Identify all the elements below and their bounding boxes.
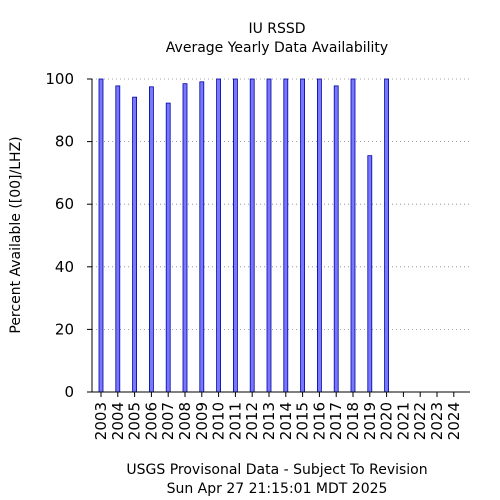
y-tick-label: 100 <box>45 70 74 88</box>
bar-2005 <box>132 96 138 393</box>
x-tick-label: 2023 <box>428 402 446 440</box>
bar-2014 <box>283 78 289 393</box>
x-tick-label: 2010 <box>210 402 228 440</box>
x-tick-label: 2024 <box>445 402 463 440</box>
x-tick-label: 2007 <box>159 402 177 440</box>
bar-2017 <box>333 85 339 393</box>
x-tick-label: 2013 <box>260 402 278 440</box>
y-tick-label: 80 <box>55 133 74 151</box>
chart-subtitle: Average Yearly Data Availability <box>166 40 388 56</box>
footer-line-2: Sun Apr 27 21:15:01 MDT 2025 <box>167 481 388 497</box>
y-tick-label: 20 <box>55 320 74 338</box>
x-tick-label: 2004 <box>109 402 127 440</box>
y-axis-label: Percent Available ([00]/LHZ) <box>8 136 24 333</box>
x-tick-label: 2009 <box>193 402 211 440</box>
bar-2008 <box>182 83 188 393</box>
bar-2011 <box>232 78 238 393</box>
y-tick-label: 0 <box>64 383 74 401</box>
bars <box>98 78 390 393</box>
plot-area <box>92 79 470 392</box>
bar-2020 <box>384 78 390 393</box>
x-tick-label: 2017 <box>327 402 345 440</box>
bar-2007 <box>165 102 171 393</box>
bar-2009 <box>199 81 205 393</box>
y-tick-label: 60 <box>55 195 74 213</box>
y-tick-label: 40 <box>55 258 74 276</box>
x-tick-label: 2019 <box>361 402 379 440</box>
x-tick-label: 2014 <box>277 402 295 440</box>
x-tick-label: 2016 <box>310 402 328 440</box>
x-tick-label: 2012 <box>243 402 261 440</box>
bar-2013 <box>266 78 272 393</box>
y-ticks: 0 20 40 60 80 100 <box>45 70 92 401</box>
bar-2010 <box>216 78 222 393</box>
bar-2019 <box>367 155 373 393</box>
x-tick-label: 2008 <box>176 402 194 440</box>
bar-2015 <box>300 78 306 393</box>
bar-2016 <box>316 78 322 393</box>
bar-2012 <box>249 78 255 393</box>
x-tick-label: 2021 <box>394 402 412 440</box>
bar-2004 <box>115 85 121 393</box>
chart-title: IU RSSD <box>248 21 305 37</box>
bar-2018 <box>350 78 356 393</box>
x-tick-label: 2018 <box>344 402 362 440</box>
x-tick-label: 2003 <box>92 402 110 440</box>
bar-2003 <box>98 78 104 393</box>
x-tick-label: 2006 <box>142 402 160 440</box>
x-tick-label: 2011 <box>226 402 244 440</box>
x-ticks: 2003200420052006200720082009201020112012… <box>92 392 463 440</box>
x-tick-label: 2022 <box>411 402 429 440</box>
x-tick-label: 2020 <box>378 402 396 440</box>
bar-2006 <box>148 86 154 393</box>
gridlines <box>92 78 470 330</box>
x-tick-label: 2015 <box>294 402 312 440</box>
footer-line-1: USGS Provisonal Data - Subject To Revisi… <box>126 462 427 478</box>
x-tick-label: 2005 <box>126 402 144 440</box>
